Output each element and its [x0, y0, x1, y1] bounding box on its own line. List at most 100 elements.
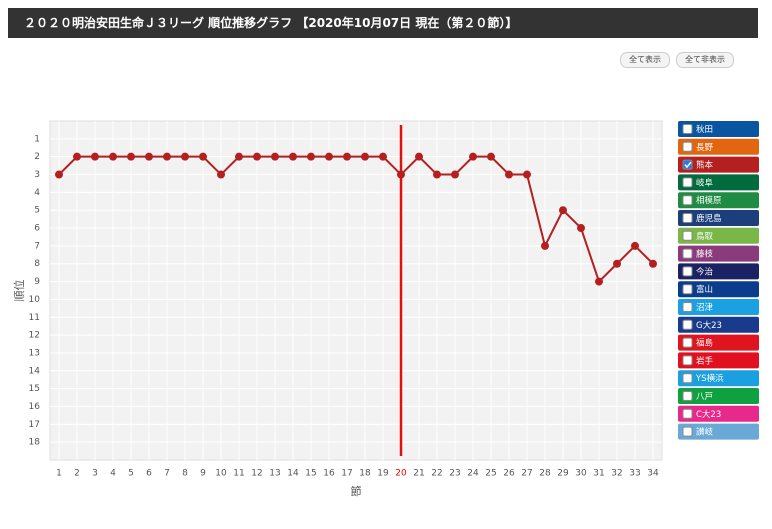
y-axis-label: 順位 — [12, 280, 26, 302]
legend-swatch — [678, 316, 759, 333]
x-tick-label: 13 — [269, 469, 280, 479]
legend-item[interactable]: 鳥取 — [678, 227, 759, 244]
legend-checkbox[interactable] — [682, 408, 693, 419]
legend-label: 藤枝 — [696, 249, 714, 260]
data-point — [631, 241, 639, 250]
legend-checkbox[interactable] — [682, 159, 693, 170]
legend-item[interactable]: 八戸 — [678, 388, 759, 404]
y-tick-label: 5 — [34, 206, 40, 216]
legend-item[interactable]: 岐阜 — [678, 174, 759, 191]
data-point — [595, 277, 603, 286]
x-tick-label: 34 — [647, 469, 659, 479]
data-point — [163, 152, 171, 161]
data-point — [253, 152, 261, 161]
legend-swatch — [678, 281, 759, 298]
data-point — [91, 152, 99, 161]
y-tick-label: 1 — [34, 134, 40, 144]
data-point — [433, 170, 441, 179]
y-tick-label: 17 — [29, 420, 40, 430]
y-tick-label: 10 — [29, 295, 41, 305]
legend-swatch — [678, 352, 759, 369]
x-tick-label: 29 — [557, 469, 569, 479]
legend-checkbox[interactable] — [682, 177, 693, 188]
legend-item[interactable]: 讃岐 — [678, 423, 759, 440]
y-tick-label: 14 — [29, 366, 41, 376]
legend-checkbox[interactable] — [682, 213, 693, 223]
data-point — [397, 170, 405, 179]
x-tick-label: 3 — [92, 469, 98, 479]
x-tick-label: 24 — [467, 469, 479, 479]
legend-checkbox[interactable] — [682, 426, 693, 437]
legend-checkbox[interactable] — [682, 195, 693, 206]
legend-item[interactable]: 秋田 — [678, 121, 759, 137]
data-point — [307, 152, 315, 161]
legend-label: 鹿児島 — [696, 213, 722, 224]
data-point — [379, 152, 387, 161]
legend-swatch — [678, 156, 759, 173]
x-tick-label: 14 — [287, 469, 299, 479]
y-tick-label: 9 — [34, 277, 40, 287]
legend-checkbox[interactable] — [682, 230, 693, 241]
show-all-button[interactable]: 全て表示 — [620, 52, 670, 68]
legend-item[interactable]: 富山 — [678, 281, 759, 298]
legend-item[interactable]: 相模原 — [678, 192, 759, 209]
legend-swatch — [678, 210, 759, 226]
x-tick-label: 11 — [233, 469, 244, 479]
data-point — [559, 206, 567, 215]
legend-checkbox[interactable] — [682, 124, 693, 134]
y-tick-label: 11 — [29, 313, 40, 323]
x-tick-label: 7 — [164, 469, 170, 479]
legend-label: 今治 — [696, 266, 714, 277]
data-point — [181, 152, 189, 161]
legend-item[interactable]: G大23 — [678, 316, 759, 333]
legend-item[interactable]: 熊本 — [678, 156, 759, 173]
data-point — [469, 152, 477, 161]
legend-item[interactable]: 沼津 — [678, 299, 759, 315]
x-tick-label: 1 — [56, 469, 62, 479]
data-point — [145, 152, 153, 161]
legend-item[interactable]: C大23 — [678, 405, 759, 422]
data-point — [217, 170, 225, 179]
x-axis-label: 節 — [351, 484, 362, 498]
data-point — [415, 152, 423, 161]
legend-label: 富山 — [696, 284, 713, 295]
legend-checkbox[interactable] — [682, 141, 693, 152]
legend-swatch — [678, 192, 759, 209]
legend-label: 沼津 — [696, 302, 714, 313]
x-tick-label: 6 — [146, 469, 152, 479]
data-point — [649, 259, 657, 268]
x-tick-label: 30 — [575, 469, 587, 479]
legend-checkbox[interactable] — [682, 337, 693, 348]
legend-checkbox[interactable] — [682, 284, 693, 295]
x-tick-label: 31 — [593, 469, 604, 479]
legend-checkbox[interactable] — [682, 319, 693, 330]
legend-item[interactable]: 岩手 — [678, 352, 759, 369]
legend-checkbox[interactable] — [682, 248, 693, 259]
data-point — [127, 152, 135, 161]
legend-item[interactable]: 長野 — [678, 138, 759, 155]
legend-item[interactable]: 福島 — [678, 334, 759, 351]
x-tick-label: 27 — [521, 469, 532, 479]
legend-swatch — [678, 121, 759, 137]
data-point — [55, 170, 63, 179]
legend-item[interactable]: 今治 — [678, 263, 759, 280]
legend-checkbox[interactable] — [682, 355, 693, 366]
x-tick-label: 12 — [251, 469, 262, 479]
legend-item[interactable]: YS横浜 — [678, 370, 759, 387]
hide-all-button[interactable]: 全て非表示 — [676, 52, 734, 68]
y-tick-label: 15 — [29, 384, 40, 394]
data-point — [541, 241, 549, 250]
legend-item[interactable]: 鹿児島 — [678, 210, 759, 226]
legend-checkbox[interactable] — [682, 373, 693, 384]
series-line — [58, 155, 654, 284]
legend-item[interactable]: 藤枝 — [678, 245, 759, 262]
legend-label: G大23 — [696, 320, 722, 331]
legend-checkbox[interactable] — [682, 302, 693, 312]
y-tick-label: 12 — [29, 331, 40, 341]
x-tick-label: 28 — [539, 469, 551, 479]
legend-label: 福島 — [696, 338, 714, 349]
legend-swatch — [678, 263, 759, 280]
y-tick-label: 13 — [29, 348, 40, 358]
legend-checkbox[interactable] — [682, 391, 693, 401]
legend-checkbox[interactable] — [682, 266, 693, 277]
